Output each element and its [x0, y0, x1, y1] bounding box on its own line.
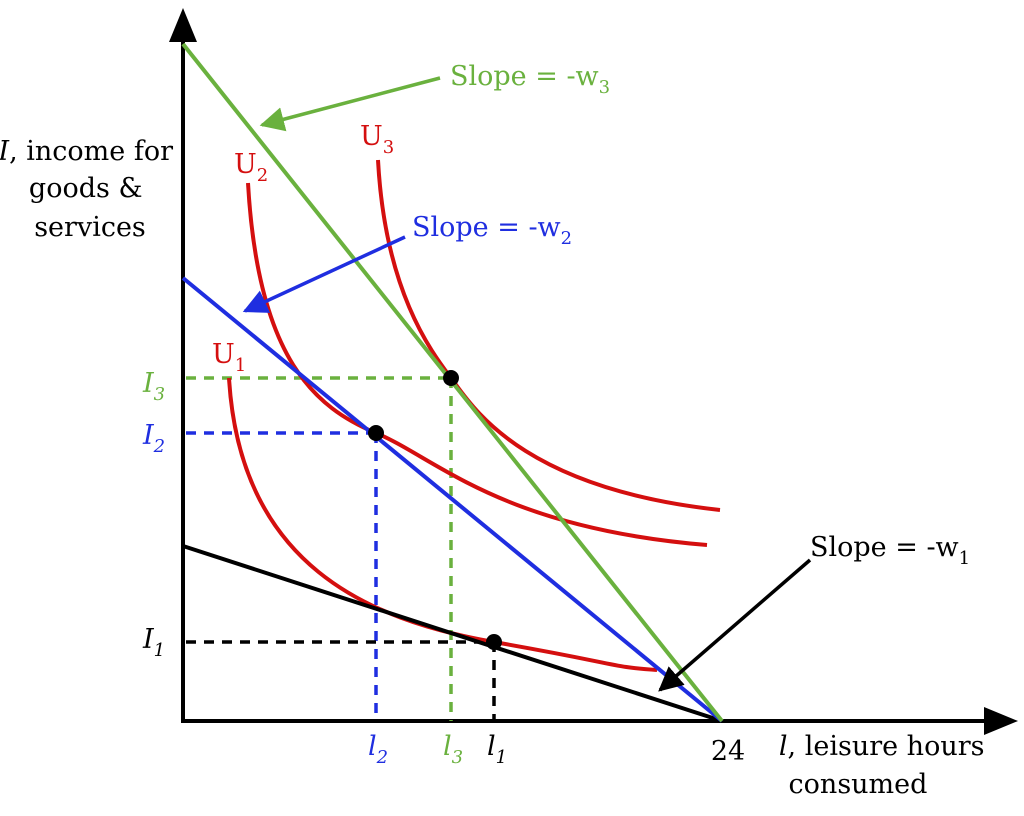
- slope-arrows: [242, 76, 812, 692]
- optimum-point-2: [368, 425, 384, 441]
- x-axis-title-line1: l, leisure hours: [779, 731, 985, 762]
- x-axis-arrowhead: [984, 707, 1018, 735]
- tick-label-l3: l3: [443, 731, 463, 768]
- slope-label-w2: Slope = -w2: [412, 212, 572, 249]
- optimum-point-3: [443, 370, 459, 386]
- y-axis-title: I, income for goods & services: [0, 136, 182, 243]
- tick-label-i3: I3: [142, 368, 165, 405]
- budget-line-w2: [181, 276, 724, 723]
- y-axis-arrowhead: [169, 8, 197, 42]
- tick-label-l1: l1: [487, 731, 507, 768]
- tick-label-i1: I1: [142, 624, 165, 661]
- tick-label-i2: I2: [142, 420, 165, 457]
- slope-label-w3: Slope = -w3: [450, 61, 610, 98]
- x-axis-title: l, leisure hours consumed: [779, 731, 993, 800]
- axes: [169, 8, 1018, 735]
- slope-arrow-w1: [658, 558, 812, 692]
- slope-label-w1: Slope = -w1: [810, 532, 970, 569]
- slope-arrow-w2: [242, 235, 406, 313]
- guide-lines: [186, 376, 496, 721]
- y-axis-title-line2: goods &: [29, 173, 143, 204]
- curve-label-u1: U1: [212, 339, 246, 376]
- indifference-curve-u1: [227, 377, 658, 672]
- x-intercept-label: 24: [711, 736, 745, 767]
- optimum-points: [368, 370, 502, 650]
- y-axis-title-line3: services: [34, 212, 146, 243]
- x-axis-title-line2: consumed: [789, 769, 928, 800]
- curve-label-u2: U2: [234, 149, 268, 186]
- tick-label-l2: l2: [368, 731, 388, 768]
- optimum-point-1: [486, 634, 502, 650]
- curve-label-u3: U3: [360, 121, 394, 158]
- y-axis-title-line1: I, income for: [0, 136, 173, 167]
- budget-line-w1: [182, 544, 723, 723]
- slope-arrow-w3: [259, 76, 441, 132]
